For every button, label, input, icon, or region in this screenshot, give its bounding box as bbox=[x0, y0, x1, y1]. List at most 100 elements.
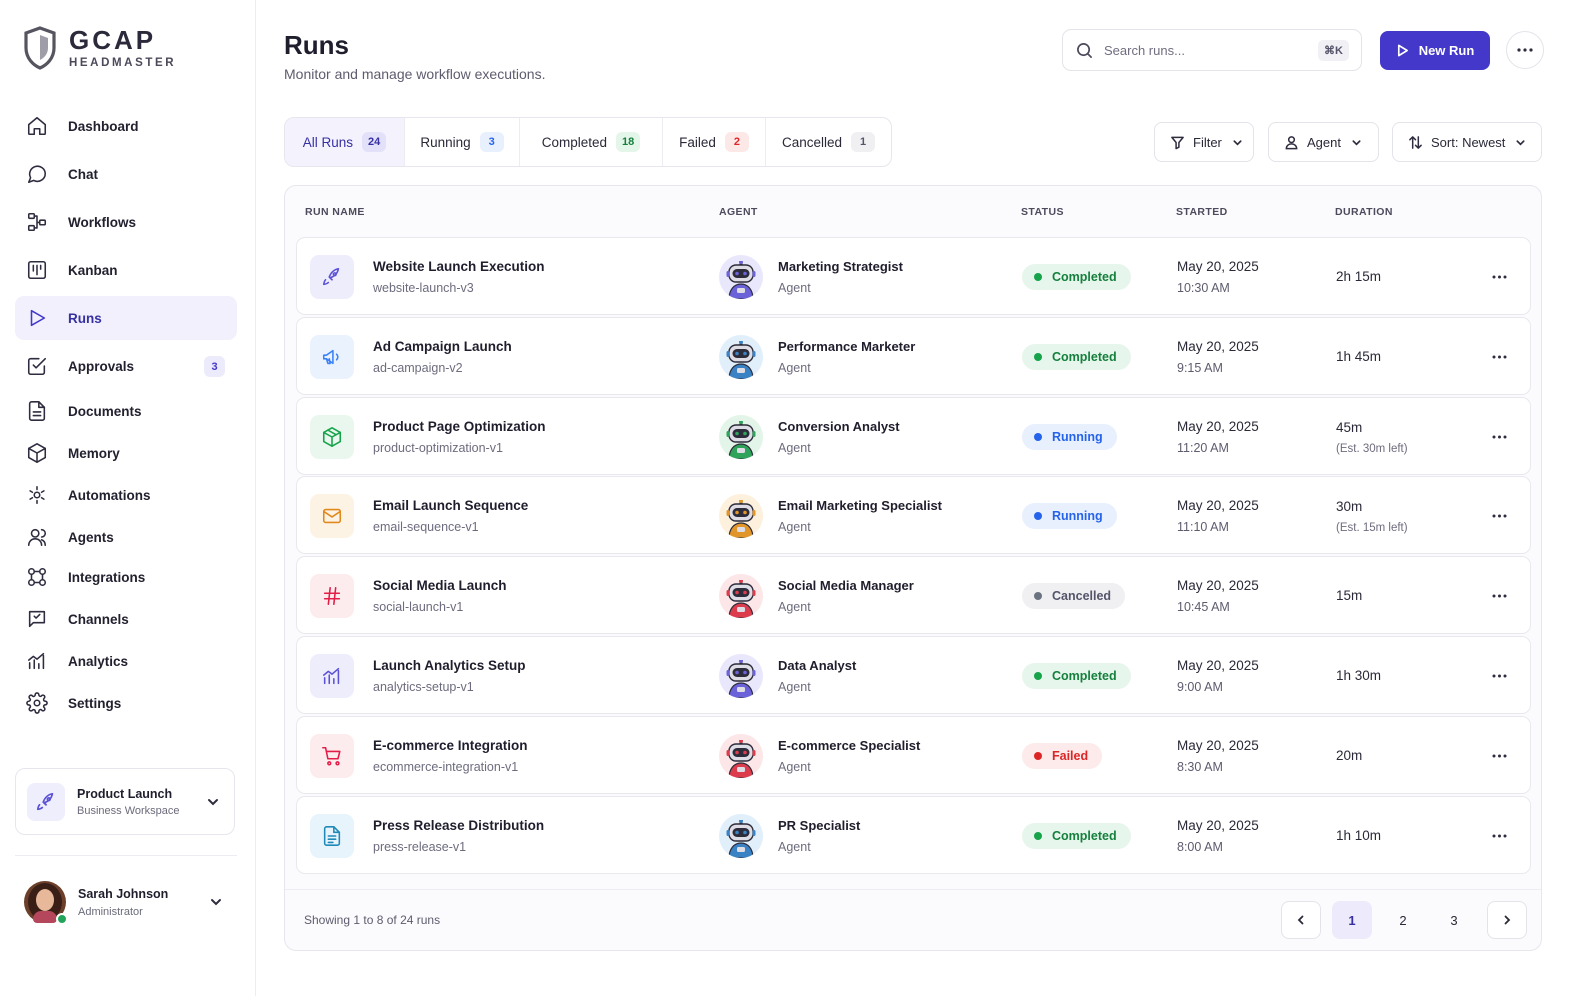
new-run-button[interactable]: New Run bbox=[1380, 31, 1490, 70]
search-input[interactable] bbox=[1104, 42, 1304, 58]
more-horizontal-icon bbox=[1492, 754, 1506, 758]
sidebar-item-memory[interactable]: Memory bbox=[15, 431, 237, 475]
brand-name: GCAP bbox=[69, 25, 157, 55]
duration-estimate: (Est. 15m left) bbox=[1336, 522, 1408, 535]
chevron-down-icon bbox=[211, 899, 221, 906]
started-date: May 20, 2025 bbox=[1177, 259, 1259, 274]
run-name[interactable]: Product Page Optimization bbox=[373, 418, 546, 434]
sort-button[interactable]: Sort: Newest bbox=[1392, 122, 1542, 162]
status-dot bbox=[1034, 751, 1042, 760]
workspace-switcher[interactable]: Product Launch Business Workspace bbox=[15, 768, 235, 835]
filter-button[interactable]: Filter bbox=[1154, 122, 1254, 162]
sidebar-item-channels[interactable]: Channels bbox=[15, 597, 237, 641]
user-menu[interactable]: Sarah Johnson Administrator bbox=[15, 872, 237, 932]
brand-subtitle: HEADMASTER bbox=[69, 57, 177, 69]
page-button-1[interactable]: 1 bbox=[1332, 901, 1372, 939]
sidebar-item-kanban[interactable]: Kanban bbox=[15, 248, 237, 292]
status-badge: Running bbox=[1022, 423, 1117, 450]
sidebar-item-label: Kanban bbox=[68, 262, 118, 278]
page-title: Runs bbox=[284, 30, 349, 60]
table-row[interactable]: Launch Analytics Setup analytics-setup-v… bbox=[296, 636, 1531, 714]
table-row[interactable]: Email Launch Sequence email-sequence-v1 … bbox=[296, 476, 1531, 555]
page-button-3[interactable]: 3 bbox=[1450, 912, 1458, 928]
sidebar-item-analytics[interactable]: Analytics bbox=[15, 639, 237, 683]
page-subtitle: Monitor and manage workflow executions. bbox=[284, 66, 546, 82]
tab-completed[interactable]: Completed 18 bbox=[520, 118, 663, 166]
brand-logo[interactable]: GCAP HEADMASTER bbox=[24, 26, 176, 70]
row-actions-button[interactable] bbox=[1487, 666, 1511, 686]
run-name[interactable]: E-commerce Integration bbox=[373, 737, 528, 753]
run-slug: ad-campaign-v2 bbox=[373, 360, 463, 375]
row-actions-button[interactable] bbox=[1487, 746, 1511, 766]
sidebar-item-runs[interactable]: Runs bbox=[15, 296, 237, 340]
run-name[interactable]: Email Launch Sequence bbox=[373, 498, 529, 514]
sidebar-item-documents[interactable]: Documents bbox=[15, 389, 237, 433]
row-actions-button[interactable] bbox=[1487, 506, 1511, 526]
tab-label: Completed bbox=[541, 134, 608, 150]
agent-role: Agent bbox=[778, 281, 811, 295]
search-box[interactable]: ⌘K bbox=[1062, 29, 1362, 71]
file-text-icon bbox=[310, 813, 354, 858]
tab-running[interactable]: Running 3 bbox=[405, 118, 520, 166]
run-slug: press-release-v1 bbox=[373, 839, 467, 854]
started-date: May 20, 2025 bbox=[1177, 578, 1259, 594]
row-actions-button[interactable] bbox=[1487, 267, 1511, 287]
row-actions-button[interactable] bbox=[1487, 427, 1511, 447]
sidebar-item-workflows[interactable]: Workflows bbox=[15, 200, 237, 244]
table-row[interactable]: Product Page Optimization product-optimi… bbox=[296, 396, 1531, 475]
run-slug: analytics-setup-v1 bbox=[373, 680, 474, 694]
table-row[interactable]: Ad Campaign Launch ad-campaign-v2 Perfor… bbox=[296, 316, 1531, 395]
column-run-name: RUN NAME bbox=[305, 206, 365, 218]
run-name[interactable]: Ad Campaign Launch bbox=[373, 338, 512, 354]
run-name[interactable]: Launch Analytics Setup bbox=[373, 658, 526, 673]
tab-cancelled[interactable]: Cancelled 1 bbox=[766, 118, 891, 166]
agent-role: Agent bbox=[778, 520, 811, 535]
run-name[interactable]: Website Launch Execution bbox=[373, 259, 545, 274]
run-slug: email-sequence-v1 bbox=[373, 520, 479, 535]
more-options-button[interactable] bbox=[1506, 31, 1544, 69]
sidebar-item-automations[interactable]: Automations bbox=[15, 473, 237, 517]
megaphone-icon bbox=[310, 334, 354, 379]
new-run-label: New Run bbox=[1418, 43, 1475, 58]
sidebar-item-agents[interactable]: Agents bbox=[15, 515, 237, 559]
table-row[interactable]: Website Launch Execution website-launch-… bbox=[296, 237, 1531, 315]
started-time: 8:00 AM bbox=[1177, 839, 1223, 854]
more-horizontal-icon bbox=[1492, 435, 1506, 439]
page-button-2[interactable]: 2 bbox=[1399, 912, 1407, 928]
agent-name: Conversion Analyst bbox=[778, 418, 900, 434]
table-row[interactable]: Social Media Launch social-launch-v1 Soc… bbox=[296, 556, 1531, 635]
row-actions-button[interactable] bbox=[1487, 586, 1511, 606]
tab-failed[interactable]: Failed 2 bbox=[663, 118, 766, 166]
home-icon bbox=[26, 115, 48, 137]
sidebar-item-approvals[interactable]: Approvals 3 bbox=[15, 344, 237, 388]
status-badge: Failed bbox=[1022, 742, 1103, 769]
tab-count-badge: 2 bbox=[724, 132, 749, 152]
table-row[interactable]: E-commerce Integration ecommerce-integra… bbox=[296, 715, 1531, 794]
sidebar-item-chat[interactable]: Chat bbox=[15, 152, 237, 196]
channels-icon bbox=[26, 608, 48, 630]
agent-role: Agent bbox=[778, 600, 811, 615]
sidebar-item-settings[interactable]: Settings bbox=[15, 681, 237, 725]
next-page-button[interactable] bbox=[1487, 901, 1527, 939]
table-row[interactable]: Press Release Distribution press-release… bbox=[296, 795, 1531, 874]
approvals-count-badge: 3 bbox=[204, 356, 225, 377]
chevron-down-icon bbox=[208, 798, 218, 805]
tab-all-runs[interactable]: All Runs 24 bbox=[285, 118, 405, 166]
filter-label: Filter bbox=[1193, 134, 1222, 150]
row-actions-button[interactable] bbox=[1487, 826, 1511, 846]
status-badge: Running bbox=[1022, 503, 1117, 530]
agent-filter-button[interactable]: Agent bbox=[1268, 122, 1379, 162]
prev-page-button[interactable] bbox=[1281, 901, 1321, 939]
run-name[interactable]: Social Media Launch bbox=[373, 578, 507, 594]
chevron-right-icon bbox=[1504, 915, 1511, 925]
analytics-icon bbox=[310, 654, 354, 698]
column-agent: AGENT bbox=[719, 206, 758, 218]
sidebar-item-dashboard[interactable]: Dashboard bbox=[15, 104, 237, 148]
table-footer-divider bbox=[285, 889, 1541, 890]
sidebar-item-integrations[interactable]: Integrations bbox=[15, 555, 237, 599]
run-name[interactable]: Press Release Distribution bbox=[373, 817, 545, 833]
started-date: May 20, 2025 bbox=[1177, 498, 1259, 514]
row-actions-button[interactable] bbox=[1487, 347, 1511, 367]
started-date: May 20, 2025 bbox=[1177, 737, 1259, 753]
run-slug: ecommerce-integration-v1 bbox=[373, 759, 519, 774]
